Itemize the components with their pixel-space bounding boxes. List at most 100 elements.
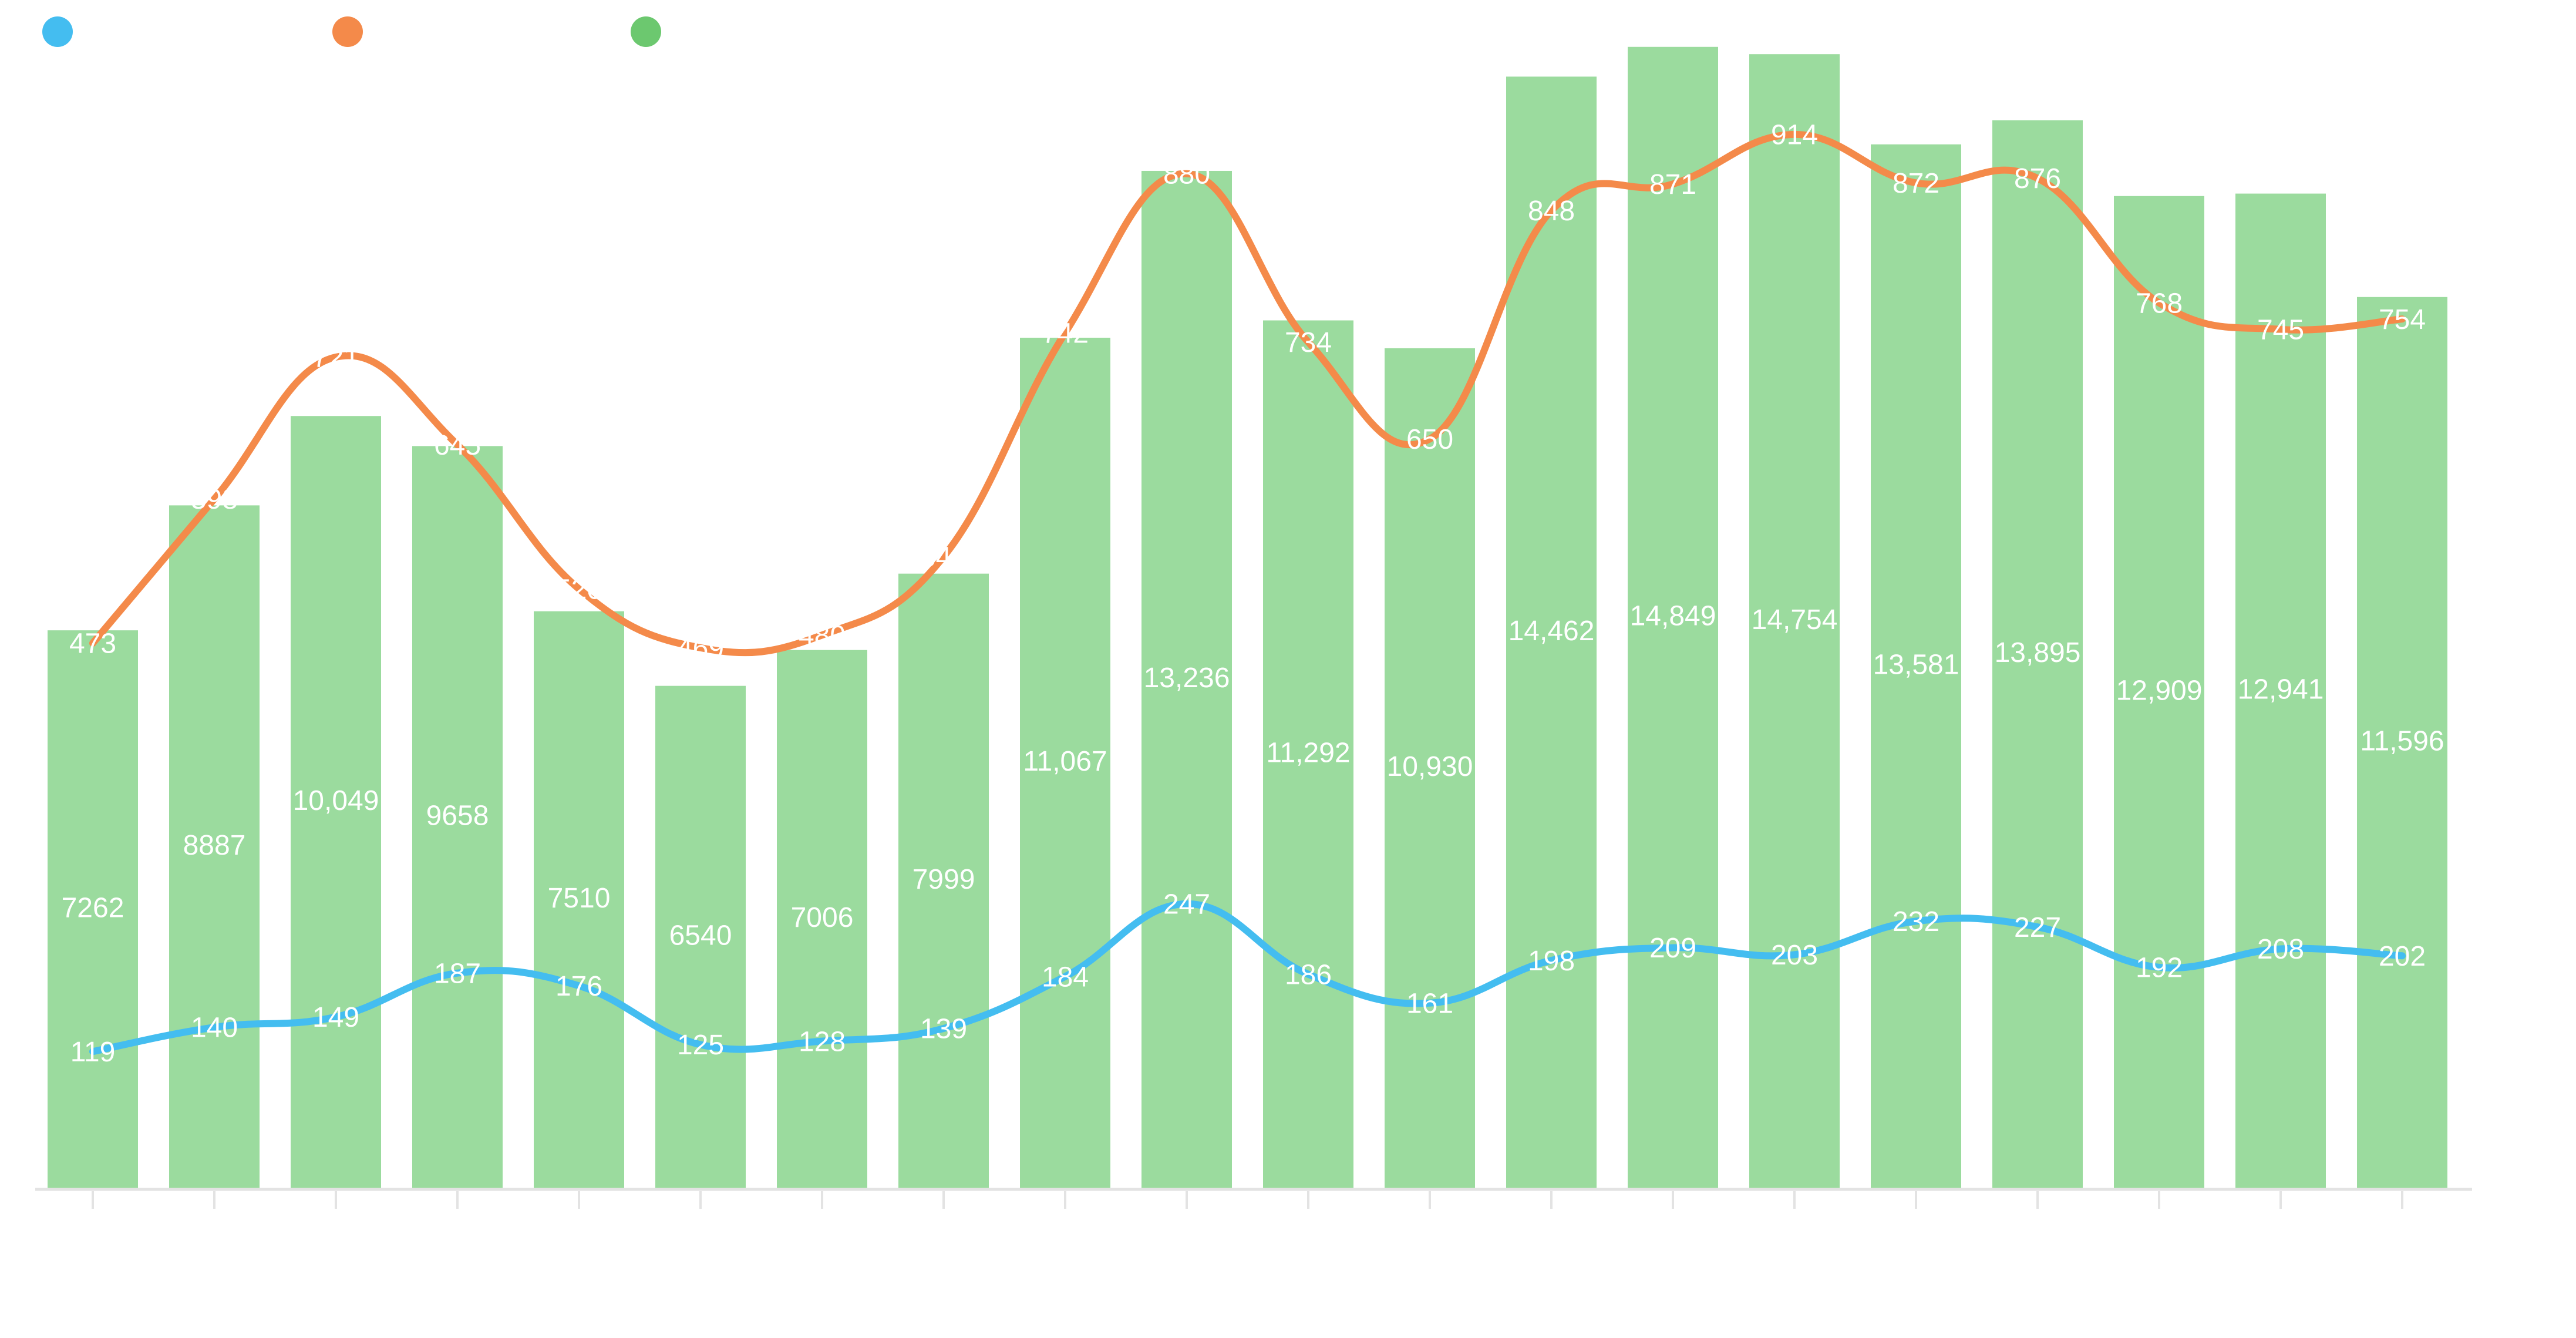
blue-point[interactable] [1184,900,1190,907]
blue-point[interactable] [819,1038,825,1044]
orange-value-label: 520 [555,574,602,605]
orange-point[interactable] [1670,181,1676,187]
bar-value-label: 11,596 [2360,726,2444,757]
bar[interactable] [1020,337,1110,1189]
blue-value-label: 119 [70,1037,116,1068]
bar[interactable] [2357,297,2447,1189]
blue-point[interactable] [211,1024,217,1031]
orange-point[interactable] [698,644,703,651]
bar[interactable] [777,650,867,1189]
orange-value-label: 650 [1406,424,1453,455]
blue-point[interactable] [1548,957,1554,964]
blue-value-label: 227 [2014,912,2061,943]
bar[interactable] [1749,54,1840,1189]
bar[interactable] [1628,46,1718,1189]
orange-point[interactable] [1427,436,1433,442]
blue-point[interactable] [2156,964,2162,970]
legend-swatch-orange[interactable] [332,16,363,47]
orange-value-label: 876 [2014,163,2061,194]
orange-point[interactable] [2278,326,2284,332]
blue-point[interactable] [90,1048,96,1055]
blue-value-label: 128 [799,1026,846,1057]
orange-point[interactable] [1184,170,1190,177]
bar[interactable] [1385,348,1475,1189]
orange-value-label: 645 [434,430,481,461]
blue-value-label: 198 [1528,946,1575,977]
orange-point[interactable] [1792,131,1797,137]
bar[interactable] [898,573,989,1189]
orange-point[interactable] [1305,339,1311,345]
bar[interactable] [1871,144,1961,1189]
orange-value-label: 742 [1042,318,1089,349]
orange-value-label: 480 [799,620,846,651]
orange-point[interactable] [819,632,825,638]
orange-point[interactable] [2399,316,2405,322]
blue-point[interactable] [454,970,460,976]
blue-point[interactable] [1792,952,1797,958]
blue-point[interactable] [2035,924,2040,930]
bar[interactable] [169,505,260,1189]
orange-value-label: 914 [1771,120,1818,151]
blue-value-label: 184 [1042,962,1089,993]
orange-value-label: 872 [1893,168,1939,199]
bar-value-label: 12,941 [2238,674,2324,705]
blue-value-label: 187 [434,958,481,989]
orange-point[interactable] [941,553,947,560]
bar[interactable] [655,685,746,1189]
bar[interactable] [1141,170,1232,1189]
legend-swatch-green[interactable] [631,16,661,47]
blue-point[interactable] [941,1026,947,1032]
orange-point[interactable] [211,496,217,502]
orange-series-line[interactable] [89,130,2406,657]
bar[interactable] [412,446,503,1189]
orange-point[interactable] [2035,175,2040,181]
bar[interactable] [2235,193,2326,1189]
blue-point[interactable] [576,983,582,989]
bar-value-label: 14,462 [1508,616,1595,647]
bar[interactable] [2114,196,2204,1189]
blue-value-label: 161 [1406,988,1453,1019]
orange-value-label: 871 [1649,169,1696,200]
blue-value-label: 208 [2257,934,2304,965]
bar[interactable] [48,630,138,1189]
blue-value-label: 139 [920,1014,967,1045]
blue-point[interactable] [2399,953,2405,959]
orange-value-label: 473 [69,628,116,660]
orange-point[interactable] [90,640,96,647]
bar-series [48,46,2447,1189]
orange-point[interactable] [1062,330,1068,336]
blue-value-label: 232 [1893,906,1939,937]
bar[interactable] [1992,120,2083,1189]
blue-point[interactable] [698,1041,703,1048]
blue-point[interactable] [333,1014,339,1020]
orange-point[interactable] [333,354,339,360]
bar-value-label: 13,236 [1144,663,1230,694]
orange-point[interactable] [2156,300,2162,306]
orange-point[interactable] [1548,207,1554,214]
bar-value-label: 10,930 [1387,751,1473,782]
bar[interactable] [1263,320,1353,1189]
blue-point[interactable] [1913,918,1919,925]
blue-point[interactable] [1427,1000,1433,1006]
blue-point[interactable] [1670,944,1676,951]
blue-value-label: 202 [2379,941,2426,972]
blue-point[interactable] [1062,973,1068,980]
bar-value-label: 6540 [669,920,732,952]
blue-point[interactable] [1305,971,1311,977]
blue-value-label: 149 [312,1002,359,1033]
orange-point[interactable] [454,442,460,448]
orange-point[interactable] [576,586,582,592]
blue-point[interactable] [2278,946,2284,952]
bar[interactable] [291,416,381,1189]
bar-value-label: 10,049 [293,785,379,816]
bar[interactable] [534,611,624,1189]
legend-swatch-blue[interactable] [42,16,73,47]
data-labels: 7262 8887 10,049 9658 7510 6540 7006 7999 11,067… [62,120,2444,1068]
bar-value-label: 7999 [912,864,975,895]
bar-value-label: 13,581 [1873,650,1959,681]
blue-value-label: 125 [677,1030,724,1061]
blue-series-line[interactable] [89,900,2406,1055]
orange-value-label: 745 [2257,314,2304,345]
orange-point[interactable] [1913,180,1919,186]
